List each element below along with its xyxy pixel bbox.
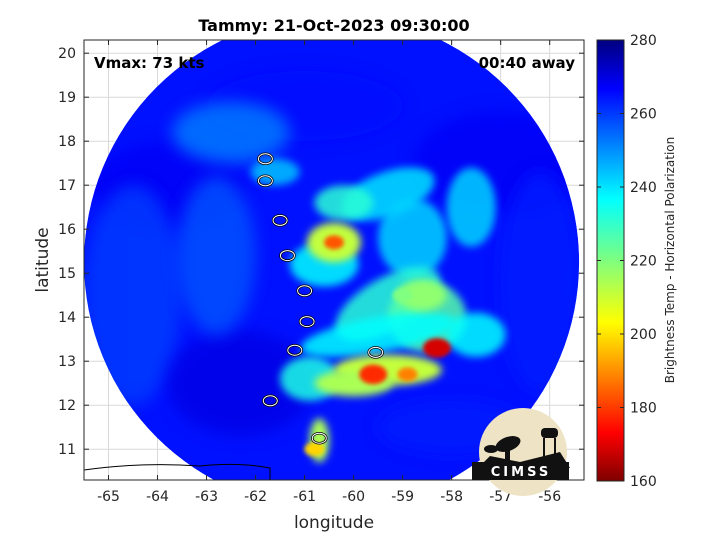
logo-text: CIMSS	[491, 465, 551, 480]
x-tick-label: -58	[440, 489, 463, 505]
swath-inner	[397, 279, 447, 311]
swath-band	[314, 185, 374, 221]
swath-band	[250, 158, 300, 186]
island-guadeloupe-outline	[272, 214, 288, 226]
time-away-annotation: 00:40 away	[479, 54, 576, 72]
x-tick-label: -64	[146, 489, 169, 505]
feature-inner-band	[392, 288, 413, 303]
island-st-lucia-outline	[299, 316, 315, 328]
x-tick-label: -65	[97, 489, 120, 505]
x-tick-label: -61	[293, 489, 316, 505]
colorbar-tick-label: 240	[630, 180, 657, 196]
island-tobago-outline	[311, 432, 327, 444]
swath-texture	[172, 101, 290, 164]
y-tick-label: 15	[58, 266, 76, 282]
island-antigua-outline	[257, 175, 273, 187]
colorbar-tick-label: 220	[630, 254, 657, 270]
y-tick-label: 16	[58, 222, 76, 238]
y-tick-label: 11	[58, 442, 76, 458]
x-tick-label: -63	[195, 489, 218, 505]
y-axis-label: latitude	[33, 227, 53, 292]
colorbar-tick-label: 160	[630, 474, 657, 490]
island-dominica-outline	[279, 250, 295, 262]
colorbar-gradient	[596, 39, 625, 482]
swath-band	[378, 198, 447, 278]
water-tower-icon	[541, 428, 558, 438]
swath-texture	[84, 185, 183, 406]
island-grenada-outline	[262, 395, 278, 407]
feature-eyewall-core	[324, 235, 344, 250]
swath-band	[446, 312, 506, 357]
x-tick-label: -56	[538, 489, 561, 505]
y-tick-label: 12	[58, 398, 76, 414]
island-martinique-outline	[297, 285, 313, 297]
y-tick-label: 18	[58, 134, 76, 150]
feature-rainband-south	[359, 364, 388, 385]
axes-box	[83, 39, 585, 481]
y-tick-label: 14	[58, 310, 76, 326]
feature-rainband-outer	[397, 367, 418, 382]
colorbar-label: Brightness Temp - Horizontal Polarizatio…	[663, 137, 677, 384]
swath-texture	[167, 330, 315, 437]
swath-texture	[177, 176, 256, 335]
x-tick-label: -60	[342, 489, 365, 505]
swath-band	[446, 167, 496, 247]
y-axis: 11 12 13 14 15 16 17 18 19 20	[58, 46, 584, 458]
chart-title: Tammy: 21-Oct-2023 09:30:00	[198, 16, 469, 35]
x-tick-label: -62	[244, 489, 267, 505]
coastline-south-america	[84, 463, 271, 480]
swath-band	[300, 312, 456, 357]
y-tick-label: 13	[58, 354, 76, 370]
island-barbados-outline	[368, 346, 384, 358]
x-axis-label: longitude	[294, 513, 374, 533]
island-barbuda-outline	[257, 153, 273, 165]
satellite-dish-icon	[495, 436, 521, 452]
colorbar-tick-label: 260	[630, 107, 657, 123]
x-tick-label: -59	[391, 489, 414, 505]
colorbar-tick-label: 180	[630, 401, 657, 417]
x-tick-label: -57	[489, 489, 512, 505]
colorbar: 160 180 200 220 240 260 280 Brightness Temp - …	[596, 33, 677, 490]
feature-rainband-east	[422, 338, 451, 358]
island-st-vincent-outline	[287, 344, 303, 356]
cimss-logo: CIMSS	[472, 408, 570, 496]
feature-south-tail	[304, 442, 325, 457]
y-tick-label: 19	[58, 90, 76, 106]
colorbar-tick-label: 280	[630, 33, 657, 49]
vmax-annotation: Vmax: 73 kts	[94, 54, 204, 72]
colorbar-tick-label: 200	[630, 327, 657, 343]
y-tick-label: 20	[58, 46, 76, 62]
swath-texture	[500, 172, 580, 392]
coastlines	[84, 152, 384, 480]
y-tick-label: 17	[58, 178, 76, 194]
